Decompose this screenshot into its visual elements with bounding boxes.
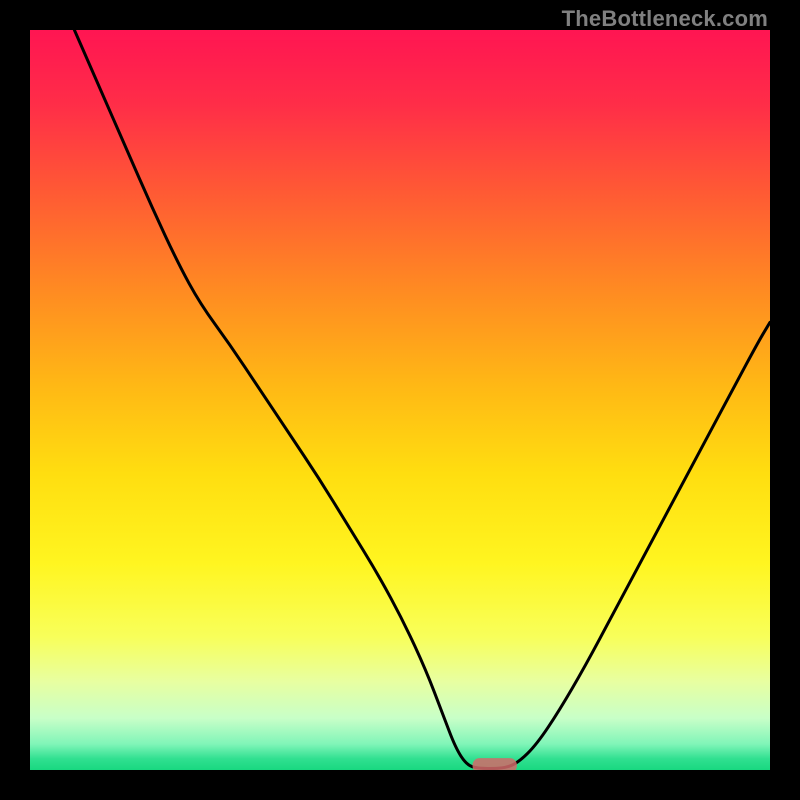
bottleneck-curve: [74, 30, 770, 769]
plot-area: [30, 30, 770, 770]
curve-layer: [30, 30, 770, 770]
chart-frame: TheBottleneck.com: [0, 0, 800, 800]
watermark-text: TheBottleneck.com: [562, 6, 768, 32]
min-marker: [473, 758, 517, 770]
